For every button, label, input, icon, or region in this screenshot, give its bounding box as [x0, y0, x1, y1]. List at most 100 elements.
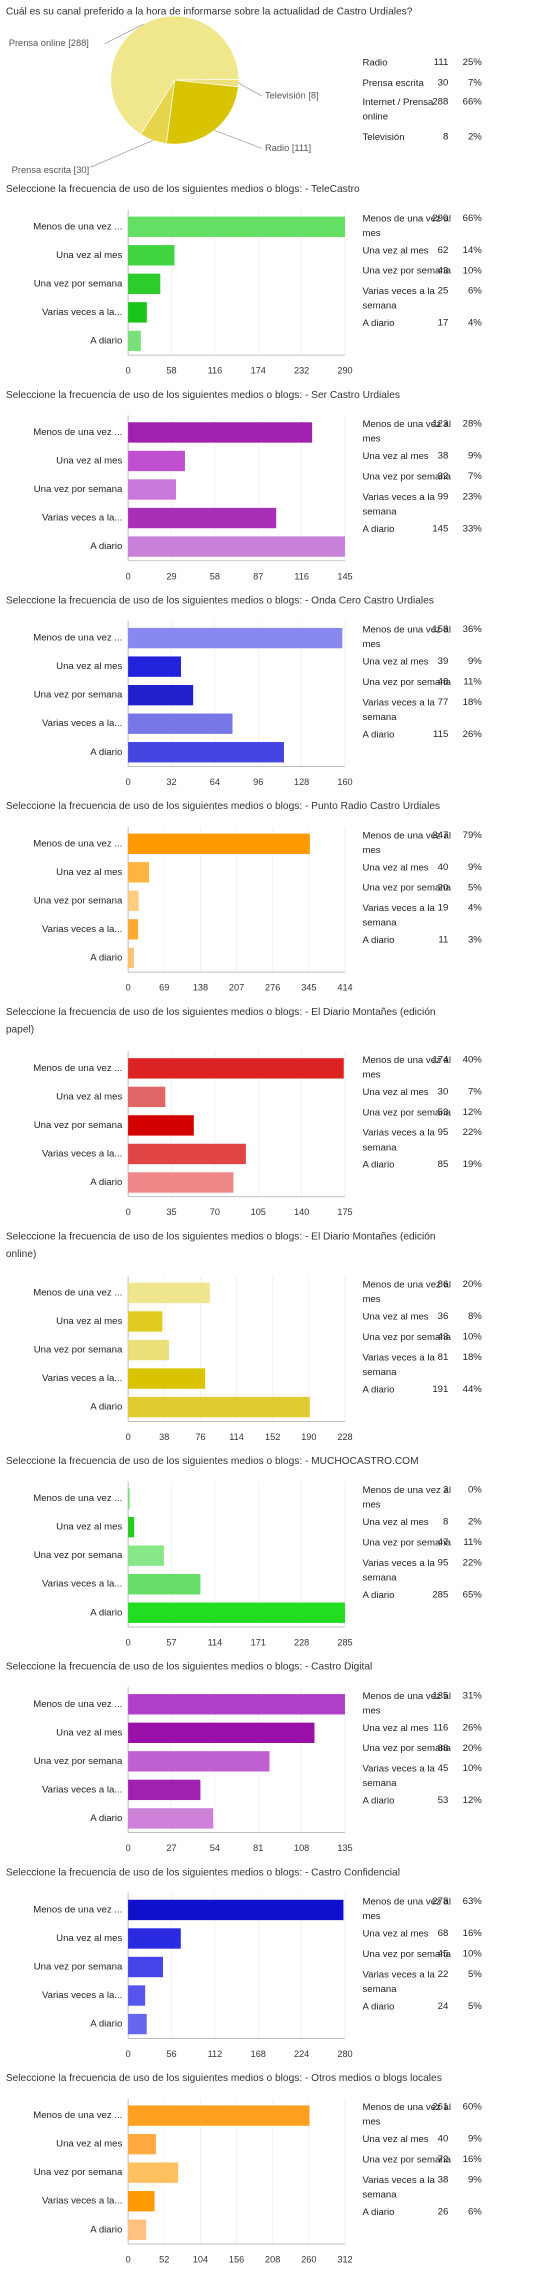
x-tick-label: 128 [294, 777, 309, 787]
bar [128, 245, 175, 266]
slice-label: Prensa online [288] [9, 38, 89, 48]
table-percent: 79% [463, 830, 483, 841]
bar [128, 1339, 170, 1361]
table-percent: 65% [463, 1590, 483, 1601]
y-tick-label: A diario [90, 2224, 122, 2235]
table-value: 38 [438, 2174, 449, 2185]
y-tick-label: Menos de una vez ... [33, 633, 122, 644]
table-value: 347 [432, 830, 448, 841]
table-value: 88 [438, 1743, 449, 1754]
bar [128, 1899, 344, 1921]
table-value: 22 [438, 1969, 449, 1980]
slice-label: Prensa escrita [30] [12, 165, 90, 175]
table-value: 278 [432, 1896, 448, 1907]
table-value: 123 [432, 419, 448, 430]
x-tick-label: 0 [126, 1207, 131, 1217]
x-tick-label: 168 [251, 2049, 266, 2059]
table-label: Una vez por semana [362, 882, 451, 893]
table-label: Varias veces a la semana [362, 1352, 437, 1378]
y-tick-label: Menos de una vez ... [33, 1904, 122, 1915]
table-percent: 36% [463, 624, 483, 635]
table-value: 2 [443, 1485, 448, 1496]
table-percent: 6% [468, 286, 482, 297]
bar [128, 1985, 146, 2006]
table-percent: 16% [463, 1928, 483, 1939]
leader-line [238, 82, 263, 97]
y-tick-label: A diario [90, 747, 122, 758]
table-percent: 66% [463, 96, 483, 107]
x-tick-label: 32 [166, 777, 176, 787]
x-tick-label: 156 [229, 2254, 244, 2264]
table-value: 20 [438, 882, 449, 893]
table-label: Una vez por semana [362, 2154, 451, 2165]
bar [128, 1722, 315, 1744]
table-percent: 7% [468, 471, 482, 482]
table-value: 36 [438, 1311, 449, 1322]
bar [128, 1396, 310, 1418]
table-value: 30 [438, 77, 449, 88]
x-tick-label: 54 [210, 1843, 220, 1853]
table-percent: 14% [463, 245, 483, 256]
table-value: 40 [438, 2134, 449, 2145]
table-label: Una vez al mes [362, 245, 428, 256]
bar [128, 862, 150, 883]
x-tick-label: 81 [253, 1843, 263, 1853]
x-tick-label: 0 [126, 983, 131, 993]
bar [128, 2105, 310, 2126]
table-percent: 7% [468, 1086, 482, 1097]
y-tick-label: Una vez por semana [34, 690, 123, 701]
table-percent: 0% [468, 1485, 482, 1496]
table-label: Televisión [362, 131, 404, 142]
x-tick-label: 174 [251, 366, 266, 376]
table-label: Varias veces a la semana [362, 1127, 437, 1153]
x-tick-label: 70 [210, 1207, 220, 1217]
table-percent: 11% [463, 1537, 482, 1548]
y-tick-label: Una vez al mes [56, 250, 122, 261]
x-tick-label: 27 [166, 1843, 176, 1853]
bar [128, 919, 139, 940]
table-value: 285 [432, 1590, 448, 1601]
table-percent: 44% [463, 1384, 483, 1395]
table-percent: 60% [463, 2102, 483, 2113]
bar [128, 1143, 246, 1165]
y-tick-label: Menos de una vez ... [33, 1493, 122, 1504]
x-tick-label: 108 [294, 1843, 309, 1853]
bar [128, 656, 181, 677]
y-tick-label: Una vez por semana [34, 1550, 123, 1561]
y-tick-label: Una vez al mes [56, 455, 122, 466]
x-tick-label: 414 [337, 983, 352, 993]
bar [128, 1516, 135, 1538]
table-label: Una vez por semana [362, 471, 451, 482]
table-label: Una vez al mes [362, 2134, 428, 2145]
table-value: 43 [438, 265, 449, 276]
y-tick-label: Una vez por semana [34, 484, 123, 495]
bar [128, 536, 345, 557]
table-value: 47 [438, 1537, 449, 1548]
table-value: 26 [438, 2207, 449, 2218]
table-percent: 66% [463, 213, 483, 224]
x-tick-label: 0 [126, 2254, 131, 2264]
x-tick-label: 276 [265, 983, 280, 993]
x-tick-label: 0 [126, 366, 131, 376]
bar [128, 216, 345, 237]
bar [128, 2013, 147, 2035]
table-label: Menos de una vez al mes [362, 830, 453, 856]
bar [128, 1694, 345, 1715]
bar [128, 479, 176, 500]
table-percent: 9% [468, 2134, 482, 2145]
table-value: 68 [438, 1928, 449, 1939]
x-tick-label: 76 [195, 1432, 205, 1442]
x-tick-label: 56 [166, 2049, 176, 2059]
y-tick-label: Menos de una vez ... [33, 221, 122, 232]
table-label: Una vez al mes [362, 1086, 428, 1097]
table-percent: 2% [468, 1517, 482, 1528]
table-percent: 9% [468, 862, 482, 873]
table-percent: 2% [468, 131, 482, 142]
table-value: 77 [438, 697, 449, 708]
table-percent: 12% [463, 1795, 483, 1806]
table-label: A diario [362, 2207, 394, 2218]
table-percent: 22% [463, 1557, 483, 1568]
y-tick-label: Una vez al mes [56, 1316, 122, 1327]
table-value: 158 [432, 624, 448, 635]
x-tick-label: 152 [265, 1432, 280, 1442]
